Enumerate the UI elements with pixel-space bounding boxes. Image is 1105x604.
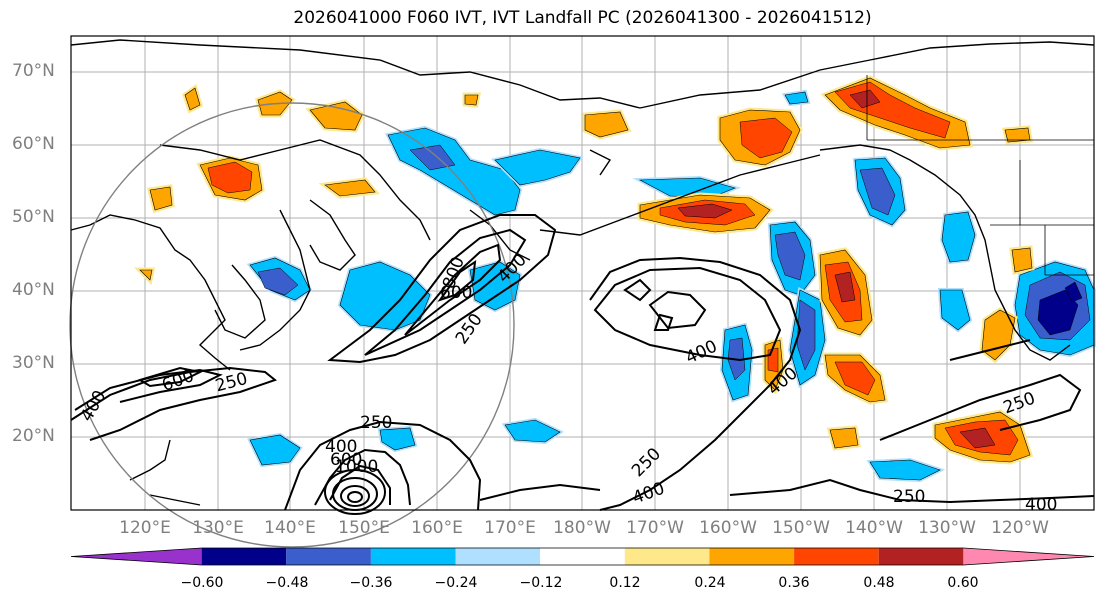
contour-label: 250 [893, 487, 925, 507]
colorbar-tick-label: −0.36 [349, 575, 393, 591]
contour-label: 250 [360, 413, 392, 433]
colorbar-outline [70, 547, 1095, 566]
colorbar-swatch [71, 548, 202, 565]
colorbar-tick-label: −0.60 [180, 575, 224, 591]
lat-label: 70°N [12, 61, 55, 81]
colorbar-tick-label: 0.60 [947, 575, 979, 591]
colorbar-tick-label: 0.36 [778, 575, 810, 591]
colorbar-swatch [286, 548, 371, 565]
contour-label: 400 [1025, 495, 1057, 515]
lat-label: 30°N [12, 353, 55, 373]
lon-label: 120°W [991, 518, 1049, 538]
lon-label: 130°E [192, 518, 244, 538]
map-title: 2026041000 F060 IVT, IVT Landfall PC (20… [293, 8, 872, 28]
lon-label: 150°W [772, 518, 830, 538]
political-boundaries [866, 75, 1094, 276]
colorbar-swatch [878, 548, 964, 565]
colorbar-swatch [963, 548, 1094, 565]
colorbar-tick-label: 0.48 [863, 575, 895, 591]
colorbar-swatch [709, 548, 795, 565]
lon-label: 140°W [845, 518, 903, 538]
lon-label: 180°W [553, 518, 611, 538]
colorbar-tick-label: 0.24 [694, 575, 726, 591]
lon-label: 130°W [918, 518, 976, 538]
map-frame [70, 35, 1095, 511]
contour-label: 600 [330, 450, 362, 470]
colorbar-tick-label: 0.12 [609, 575, 641, 591]
range-circle [69, 102, 515, 548]
lon-label: 160°E [411, 518, 463, 538]
lon-label: 160°W [699, 518, 757, 538]
colorbar-tick-label: −0.24 [434, 575, 478, 591]
contour-label: 600 [440, 283, 472, 303]
contour-label: 1000 [335, 457, 378, 477]
lat-label: 20°N [12, 426, 55, 446]
colorbar-swatch [624, 548, 710, 565]
lat-label: 40°N [12, 280, 55, 300]
colorbar [70, 547, 1095, 566]
lat-label: 50°N [12, 207, 55, 227]
colorbar-tick-label: −0.12 [519, 575, 563, 591]
negative-anomaly-peak [1037, 281, 1083, 336]
lon-label: 170°E [484, 518, 536, 538]
colorbar-tick-label: −0.48 [265, 575, 309, 591]
ivt-contours [70, 214, 1095, 515]
lon-label: 140°E [264, 518, 316, 538]
positive-anomaly-peak [677, 89, 996, 449]
colorbar-swatch [794, 548, 879, 565]
colorbar-swatch [201, 548, 287, 565]
colorbar-swatch [455, 548, 541, 565]
lon-label: 120°E [119, 518, 171, 538]
coastlines [70, 39, 1095, 506]
contour-label: 400 [325, 437, 357, 457]
colorbar-swatch [540, 548, 625, 565]
lat-label: 60°N [12, 134, 55, 154]
lon-label: 170°W [626, 518, 684, 538]
colorbar-swatch [370, 548, 456, 565]
lon-label: 150°E [338, 518, 390, 538]
